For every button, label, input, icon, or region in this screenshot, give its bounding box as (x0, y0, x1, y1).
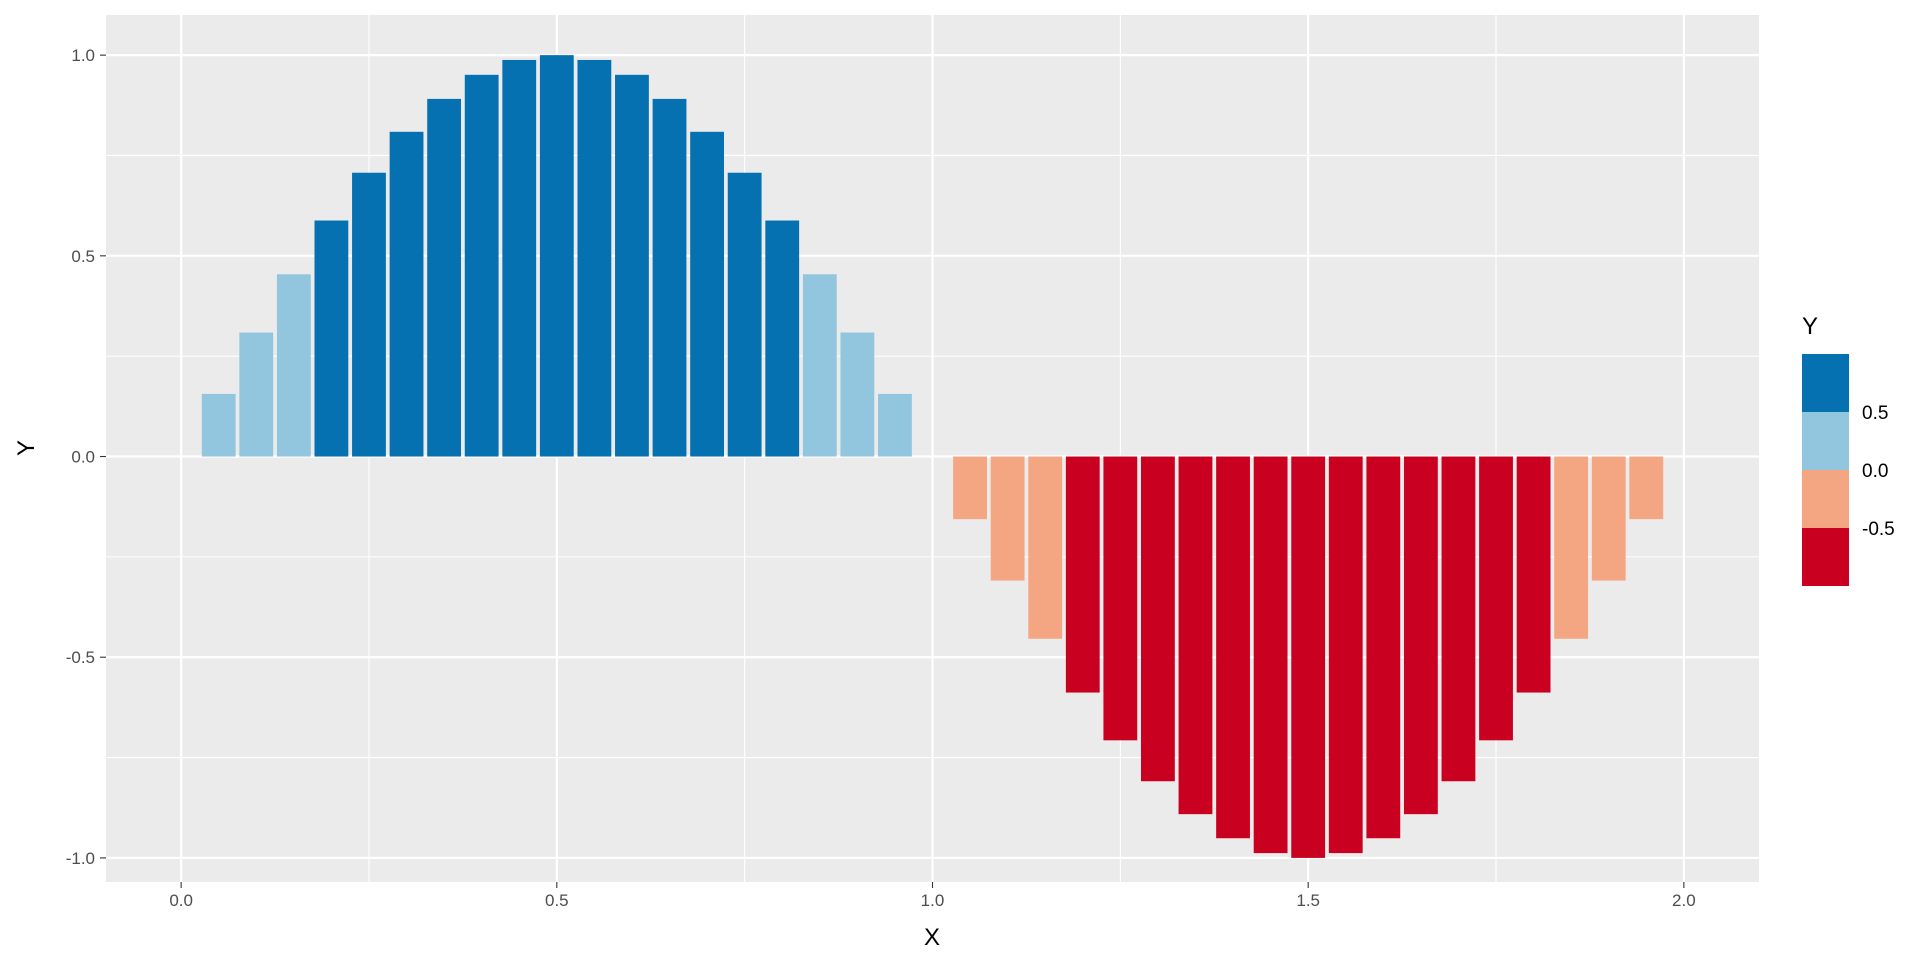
legend-key (1802, 470, 1849, 528)
y-tick-label: -0.5 (66, 648, 95, 667)
bar (765, 220, 800, 457)
bar (1291, 456, 1326, 858)
x-tick-label: 2.0 (1672, 891, 1696, 910)
x-tick-label: 0.0 (169, 891, 193, 910)
x-tick-label: 0.5 (545, 891, 569, 910)
legend: Y 0.5 0.0 -0.5 (1802, 313, 1895, 586)
bar (1403, 456, 1438, 815)
bar (1479, 456, 1513, 741)
legend-title: Y (1802, 313, 1818, 340)
bar (802, 274, 837, 457)
bar (577, 59, 612, 457)
bar (276, 274, 311, 457)
x-tick-label: 1.5 (1296, 891, 1320, 910)
bars (201, 55, 1664, 858)
bar (953, 456, 987, 520)
bar (1065, 456, 1100, 693)
bar (1103, 456, 1138, 741)
bar (878, 393, 912, 457)
bar (389, 131, 424, 457)
bar (1441, 456, 1476, 782)
y-tick-label: 1.0 (71, 46, 95, 65)
bar (652, 98, 687, 457)
y-tick-label: 0.0 (71, 448, 95, 467)
bar (1591, 456, 1626, 581)
bar (1141, 456, 1175, 782)
bar (1028, 456, 1063, 639)
x-axis-title: X (924, 924, 940, 951)
bar (239, 332, 274, 457)
legend-label: -0.5 (1862, 519, 1895, 540)
bar (464, 74, 499, 457)
bar (427, 98, 462, 457)
bar (201, 393, 236, 457)
legend-label: 0.0 (1862, 461, 1888, 482)
bar (314, 220, 349, 457)
bar (690, 131, 724, 457)
bar (840, 332, 875, 457)
y-axis: -1.0 -0.5 0.0 0.5 1.0 (66, 46, 106, 868)
bar (727, 172, 762, 457)
legend-key (1802, 412, 1849, 470)
bar (1253, 456, 1288, 854)
legend-label: 0.5 (1862, 403, 1888, 424)
legend-key (1802, 354, 1849, 412)
bar (1366, 456, 1401, 839)
bar (990, 456, 1025, 581)
bar (1178, 456, 1213, 815)
bar (352, 172, 386, 457)
bar (1328, 456, 1363, 854)
bar (1554, 456, 1589, 639)
x-tick-label: 1.0 (921, 891, 945, 910)
bar (1516, 456, 1551, 693)
bar (1216, 456, 1250, 839)
bar (502, 59, 537, 457)
bar (1629, 456, 1664, 520)
bar (539, 55, 574, 457)
x-axis: 0.0 0.5 1.0 1.5 2.0 (169, 882, 1696, 910)
y-tick-label: 0.5 (71, 247, 95, 266)
y-tick-label: -1.0 (66, 849, 95, 868)
bar (615, 74, 649, 457)
y-axis-title: Y (13, 440, 40, 456)
legend-key (1802, 528, 1849, 586)
